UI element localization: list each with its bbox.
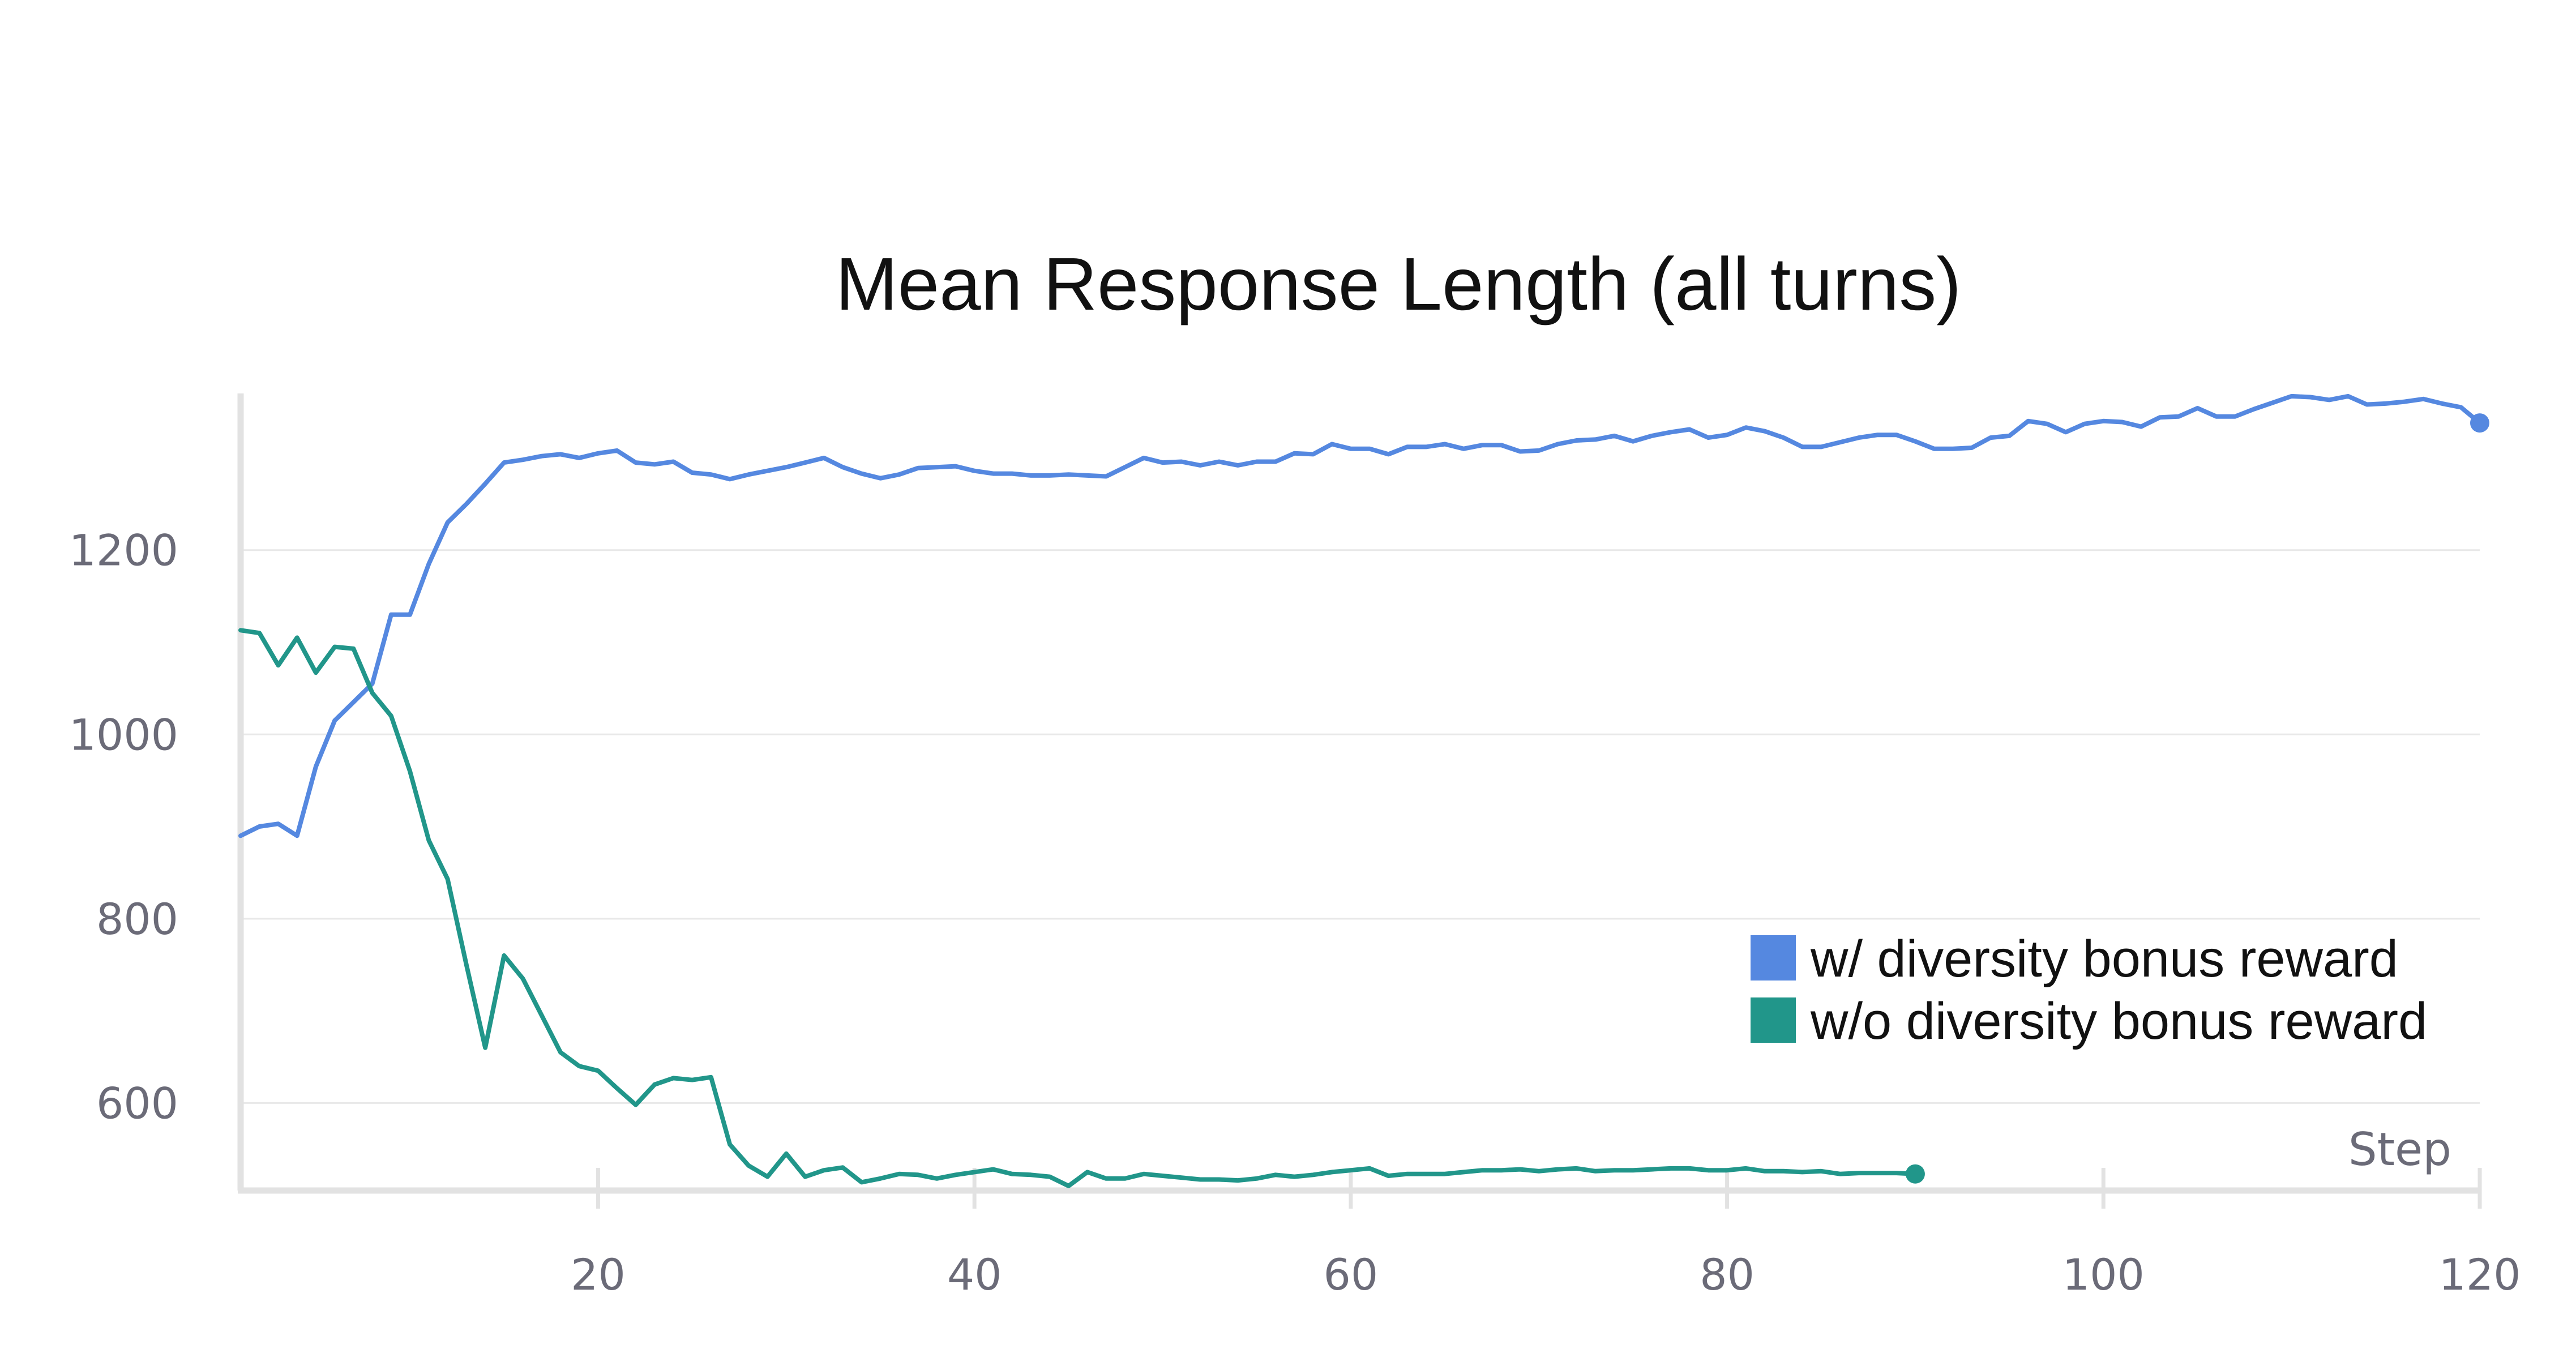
x-axis-label: Step <box>2348 1123 2451 1176</box>
y-ticks: 600 800 1000 1200 <box>69 525 178 1129</box>
x-tick-label-40: 40 <box>947 1249 1002 1300</box>
legend: w/ diversity bonus reward w/o diversity … <box>1751 930 2427 1050</box>
series-line-1 <box>238 628 1918 1188</box>
x-ticks: 20 40 60 80 100 120 <box>571 1168 2521 1300</box>
x-tick-label-100: 100 <box>2062 1249 2145 1300</box>
y-tick-label-600: 600 <box>96 1078 178 1128</box>
x-tick-label-60: 60 <box>1324 1249 1379 1300</box>
x-tick-label-120: 120 <box>2438 1249 2521 1300</box>
legend-label-wo-diversity: w/o diversity bonus reward <box>1810 992 2427 1050</box>
legend-label-w-diversity: w/ diversity bonus reward <box>1810 930 2398 988</box>
chart-title: Mean Response Length (all turns) <box>836 242 1961 326</box>
x-tick-label-80: 80 <box>1700 1249 1755 1300</box>
series-group <box>238 393 2489 1188</box>
series-end-point-1 <box>1905 1164 1925 1184</box>
y-tick-label-1000: 1000 <box>69 709 178 760</box>
series-line-0 <box>238 393 2482 838</box>
x-tick-label-20: 20 <box>571 1249 626 1300</box>
grid-lines <box>241 549 2480 1104</box>
series-end-point-0 <box>2470 413 2489 433</box>
y-tick-label-1200: 1200 <box>69 525 178 576</box>
legend-swatch-wo-diversity <box>1751 997 1796 1043</box>
y-tick-label-800: 800 <box>96 894 178 944</box>
legend-swatch-w-diversity <box>1751 935 1796 981</box>
